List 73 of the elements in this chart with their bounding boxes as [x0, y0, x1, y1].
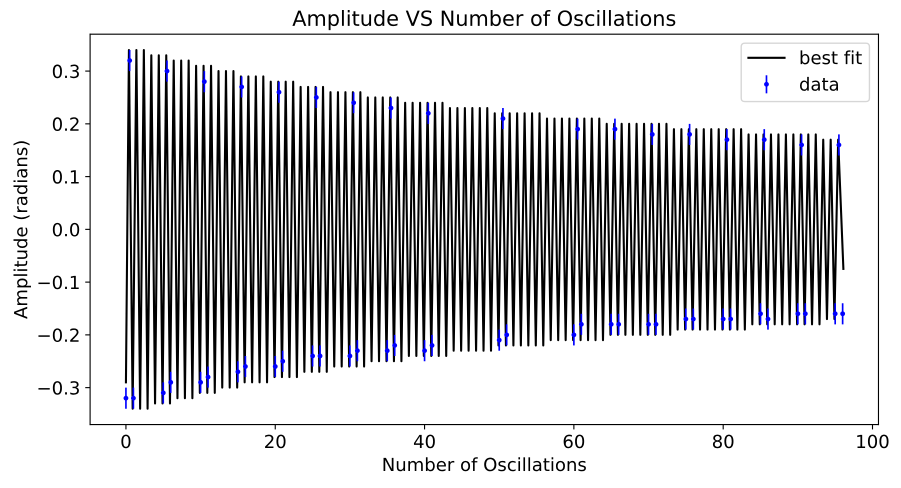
- chart-title: Amplitude VS Number of Oscillations: [292, 10, 676, 30]
- point: [832, 311, 838, 316]
- point: [392, 342, 398, 348]
- point: [164, 68, 170, 74]
- point: [612, 126, 618, 132]
- point: [235, 369, 240, 374]
- y-axis-title: Amplitude (radians): [14, 141, 31, 319]
- point: [687, 132, 692, 137]
- point: [766, 316, 770, 322]
- point: [578, 322, 584, 327]
- point: [168, 380, 174, 385]
- y-tick-label: 0.0: [52, 222, 80, 236]
- legend-label: best fit: [800, 50, 862, 64]
- point: [318, 354, 322, 358]
- point: [422, 348, 427, 354]
- point: [758, 311, 763, 316]
- point: [504, 332, 510, 338]
- point: [354, 348, 360, 354]
- y-tick-label: −0.3: [38, 381, 79, 395]
- x-tick-label: 40: [414, 434, 435, 448]
- point: [384, 348, 390, 354]
- x-tick-label: 20: [265, 434, 286, 448]
- point: [272, 364, 278, 369]
- y-tick-label: −0.1: [38, 276, 79, 290]
- point: [840, 311, 846, 316]
- point: [388, 106, 394, 110]
- point: [314, 95, 319, 100]
- y-tick-label: 0.2: [52, 117, 79, 131]
- point: [571, 332, 576, 338]
- x-tick-label: 80: [712, 434, 734, 448]
- point: [575, 126, 580, 132]
- y-tick-label: −0.2: [38, 328, 79, 342]
- point: [280, 358, 286, 364]
- point: [351, 100, 356, 106]
- point: [242, 364, 248, 369]
- point: [198, 380, 204, 385]
- point: [496, 338, 502, 343]
- point: [690, 316, 696, 322]
- point: [720, 316, 726, 322]
- point: [683, 316, 688, 322]
- line-series: [124, 48, 844, 410]
- x-axis-title: Number of Oscillations: [384, 457, 586, 472]
- point: [836, 142, 842, 148]
- point: [799, 142, 804, 148]
- x-tick-label: 0: [121, 434, 130, 448]
- point: [206, 374, 210, 380]
- point: [500, 116, 506, 121]
- y-tick-label: 0.1: [52, 170, 79, 184]
- point: [646, 322, 651, 327]
- legend-label: data: [800, 76, 838, 91]
- point: [762, 137, 767, 142]
- point: [430, 342, 434, 348]
- point: [802, 311, 808, 316]
- x-tick-label: 60: [564, 434, 584, 448]
- point: [160, 390, 166, 396]
- point: [616, 322, 622, 327]
- point: [724, 137, 730, 142]
- point: [426, 110, 431, 116]
- point: [608, 322, 614, 327]
- point: [654, 322, 658, 327]
- point: [130, 396, 136, 401]
- point: [347, 354, 352, 358]
- point: [127, 58, 132, 63]
- point: [239, 84, 244, 90]
- point: [124, 396, 128, 401]
- point: [202, 79, 207, 84]
- point: [650, 132, 655, 137]
- x-tick-label: 100: [857, 434, 889, 448]
- point: [276, 90, 282, 95]
- point: [795, 311, 800, 316]
- y-tick-label: 0.3: [52, 64, 79, 78]
- point: [310, 354, 316, 358]
- point: [728, 316, 734, 322]
